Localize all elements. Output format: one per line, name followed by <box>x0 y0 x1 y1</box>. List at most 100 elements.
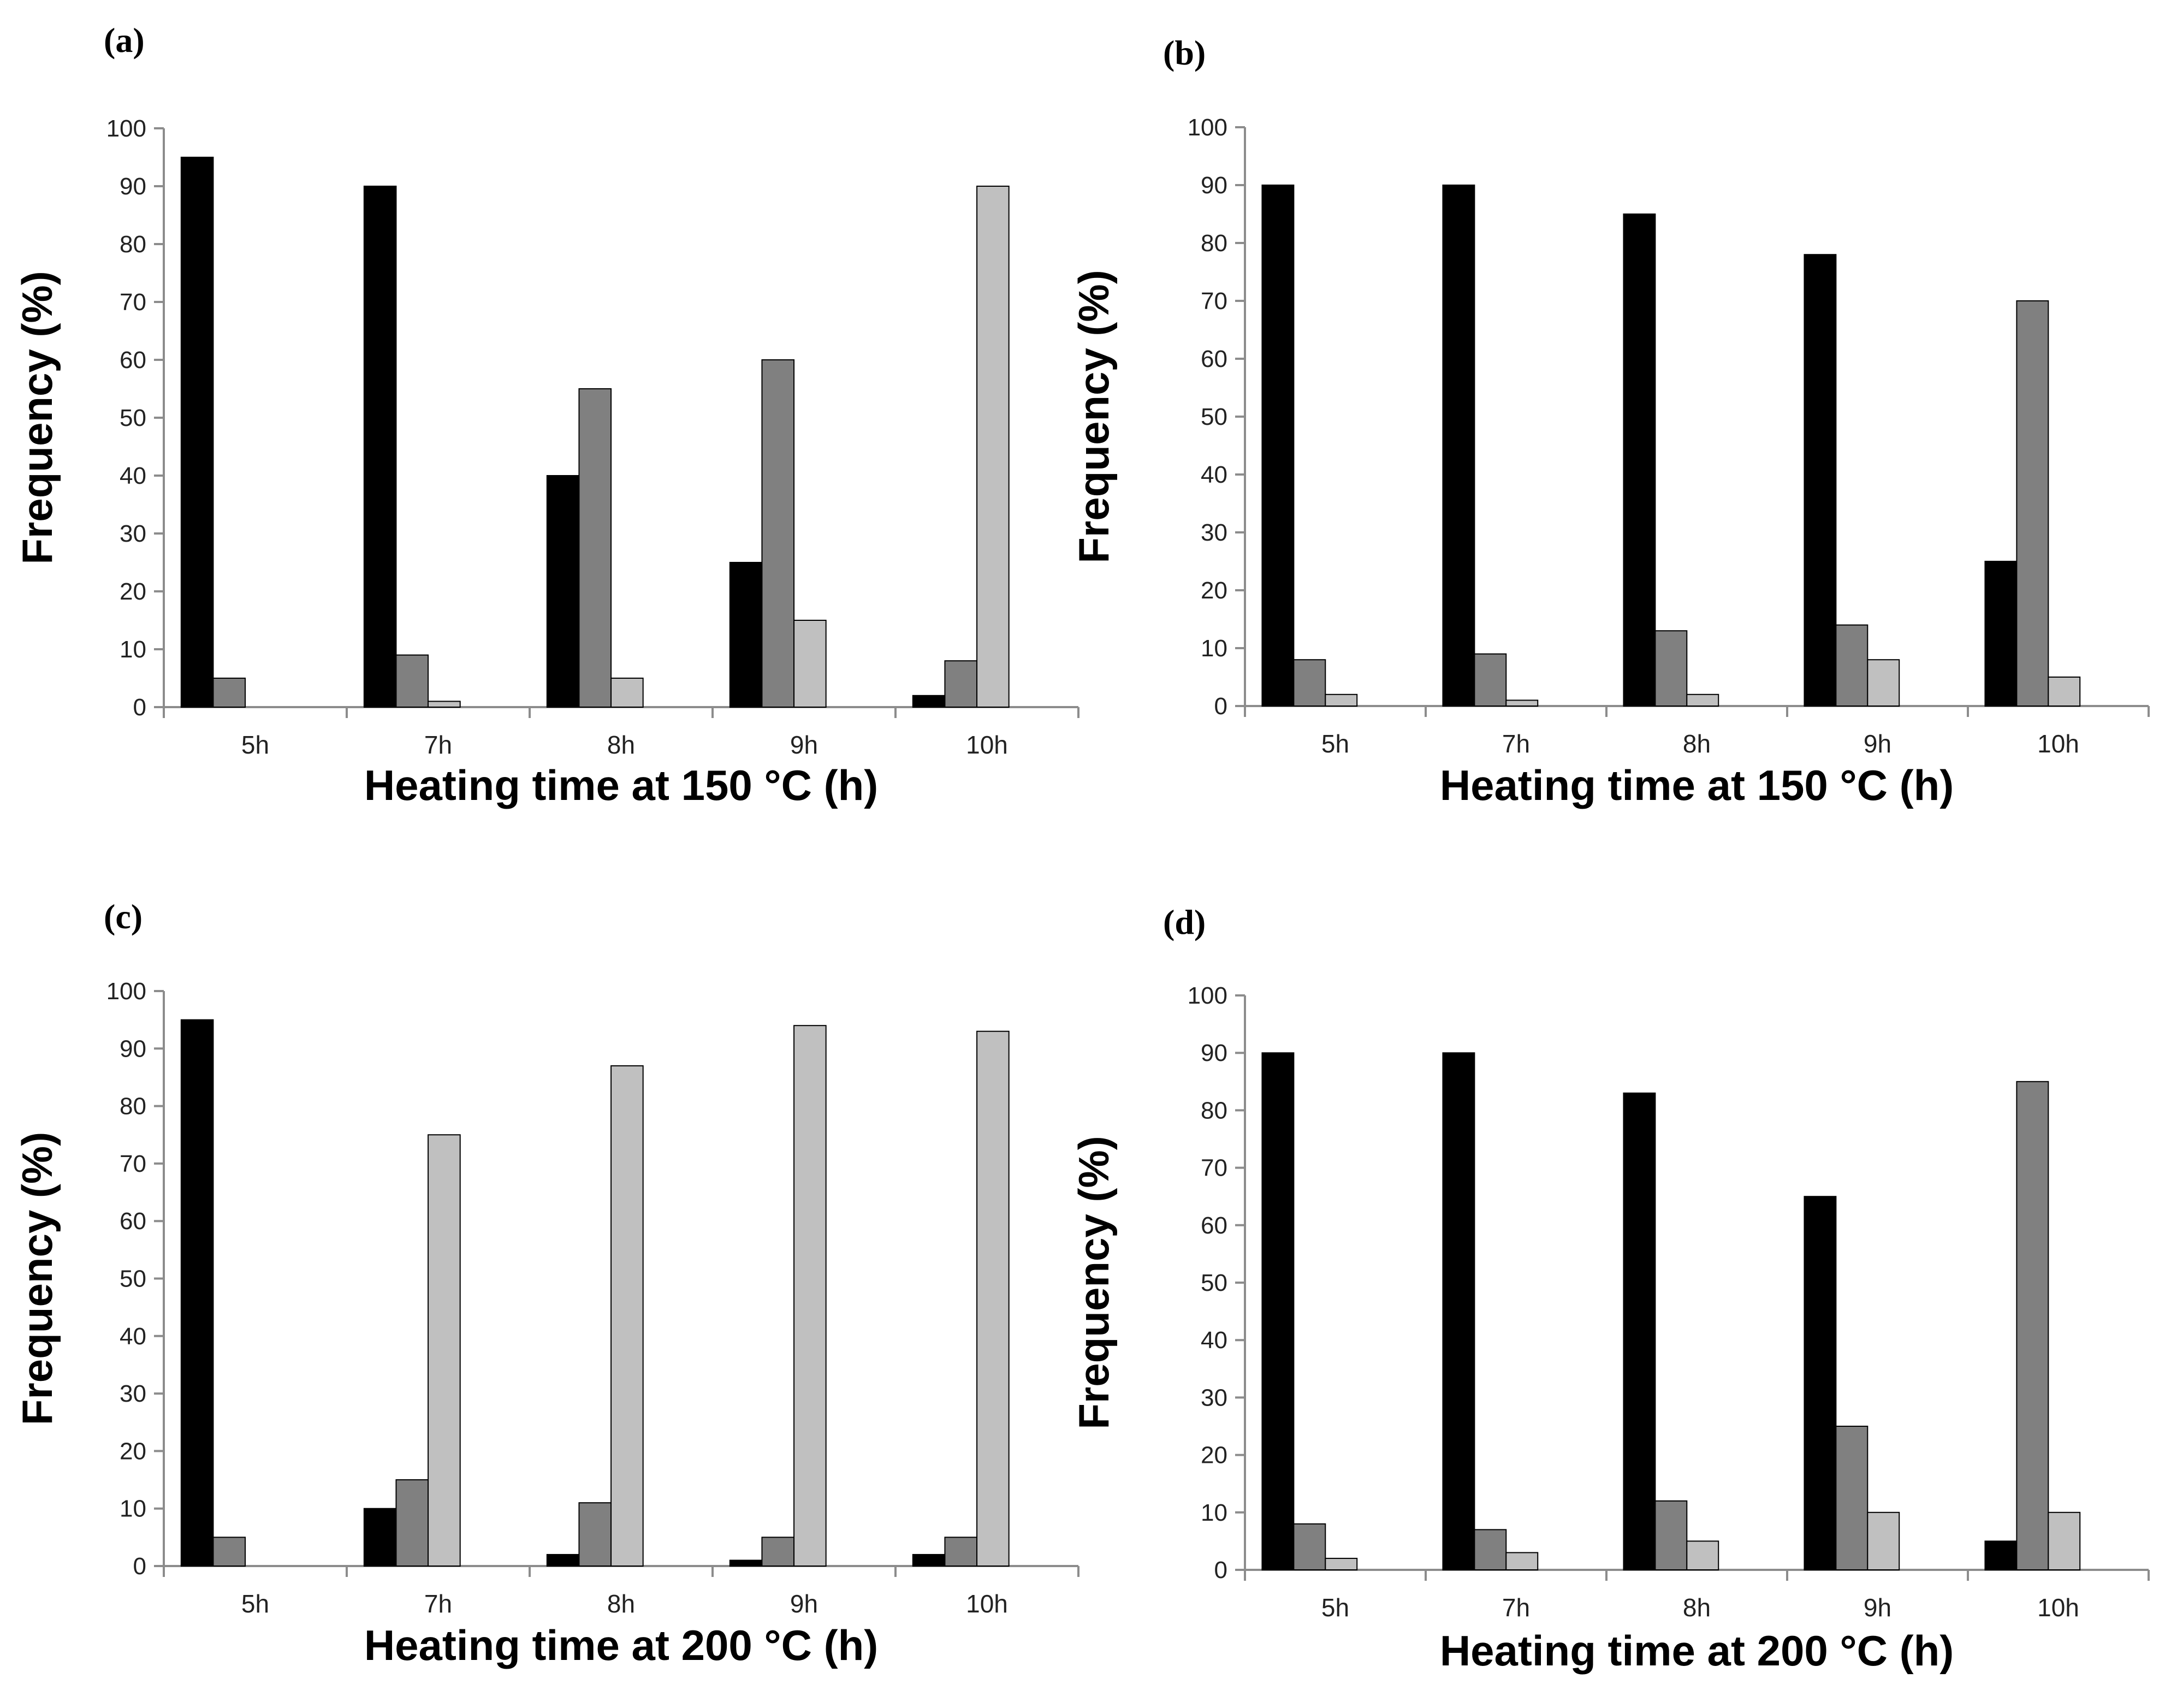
bar-7h-series-2 <box>1474 653 1507 707</box>
x-tick-label: 10h <box>2037 730 2079 758</box>
y-axis-title: Frequency (%) <box>1070 1136 1118 1429</box>
y-tick-label: 0 <box>1214 1557 1227 1584</box>
x-tick-label: 7h <box>424 1590 452 1618</box>
bar-8h-series-2 <box>578 388 612 708</box>
y-tick-label: 90 <box>1201 172 1227 199</box>
bar-9h-series-1 <box>729 1559 763 1567</box>
x-tick-label: 5h <box>1321 1593 1349 1622</box>
bar-8h-series-3 <box>1686 693 1719 707</box>
x-tick-label: 10h <box>2037 1593 2079 1622</box>
bar-5h-series-2 <box>212 1537 246 1567</box>
x-tick-label: 10h <box>966 731 1008 759</box>
y-tick-label: 20 <box>120 578 146 605</box>
bar-9h-series-1 <box>729 562 763 708</box>
bar-8h-series-1 <box>1623 214 1656 707</box>
chart-panel-b: (b) 0 10 20 30 40 50 60 70 80 90 100 5h 7h 8h 9h 10h Heat… <box>1070 33 2150 809</box>
bar-7h-series-1 <box>363 1508 397 1567</box>
bar-9h-series-2 <box>761 1537 795 1567</box>
x-axis-title: Heating time at 200 °C (h) <box>364 1621 878 1669</box>
bar-10h-series-1 <box>1984 1540 2018 1570</box>
y-tick-label: 80 <box>1201 1097 1227 1124</box>
y-tick-label: 90 <box>120 173 146 200</box>
y-tick-label: 80 <box>120 231 146 258</box>
chart-panel-d: (d) 0 10 20 30 40 50 60 70 80 90 100 5h 7h 8h 9h 10h Heat… <box>1070 903 2150 1675</box>
bar-10h-series-3 <box>2048 677 2081 707</box>
y-tick-label: 10 <box>120 1496 146 1522</box>
y-tick-label: 40 <box>1201 1327 1227 1354</box>
bar-8h-series-3 <box>610 1065 644 1567</box>
bar-8h-series-1 <box>1623 1092 1656 1570</box>
bar-10h-series-3 <box>976 1030 1010 1567</box>
y-tick-label: 60 <box>1201 1212 1227 1239</box>
bar-8h-series-3 <box>1686 1540 1719 1570</box>
y-tick-label: 60 <box>120 347 146 373</box>
x-tick-label: 8h <box>607 1590 635 1618</box>
bar-7h-series-1 <box>1442 185 1475 707</box>
bar-7h-series-3 <box>1505 1552 1539 1570</box>
y-tick-label: 100 <box>1188 982 1227 1009</box>
bar-5h-series-1 <box>1261 1052 1295 1570</box>
bar-7h-series-2 <box>395 654 429 708</box>
panel-label: (b) <box>1163 33 1206 72</box>
bar-9h-series-2 <box>1835 1426 1869 1570</box>
y-tick-label: 100 <box>106 115 146 142</box>
bar-8h-series-1 <box>546 1553 580 1567</box>
y-tick-label: 30 <box>1201 1384 1227 1411</box>
bar-5h-series-2 <box>212 678 246 708</box>
x-tick-label: 8h <box>607 731 635 759</box>
x-tick-label: 5h <box>241 1590 269 1618</box>
y-tick-label: 70 <box>1201 1155 1227 1182</box>
panel-label: (a) <box>104 21 145 60</box>
bar-5h-series-1 <box>180 1019 214 1567</box>
bar-7h-series-1 <box>363 186 397 708</box>
x-tick-label: 5h <box>1321 730 1349 758</box>
y-tick-label: 10 <box>1201 1499 1227 1526</box>
bar-10h-series-1 <box>1984 561 2018 707</box>
panel-label: (d) <box>1163 903 1206 941</box>
y-tick-label: 20 <box>120 1438 146 1464</box>
bar-10h-series-3 <box>2048 1511 2081 1571</box>
bar-9h-series-3 <box>1867 1511 1900 1571</box>
y-tick-label: 0 <box>1214 693 1227 720</box>
x-tick-label: 9h <box>1864 1593 1891 1622</box>
y-tick-label: 80 <box>1201 230 1227 257</box>
x-axis-title: Heating time at 150 °C (h) <box>364 761 878 809</box>
bar-10h-series-2 <box>944 1537 978 1567</box>
y-tick-label: 10 <box>120 636 146 663</box>
y-tick-label: 100 <box>106 978 146 1005</box>
chart-panel-a: (a) 0 10 20 30 40 50 60 70 80 90 100 5h 7h 8h 9h 10h Heat… <box>13 21 1080 809</box>
y-tick-label: 50 <box>1201 1270 1227 1296</box>
y-tick-label: 60 <box>120 1208 146 1235</box>
bar-7h-series-3 <box>428 701 461 708</box>
x-tick-label: 7h <box>1502 1593 1530 1622</box>
y-tick-label: 30 <box>120 520 146 547</box>
x-tick-label: 8h <box>1683 730 1711 758</box>
bar-9h-series-3 <box>793 620 827 708</box>
x-tick-label: 8h <box>1683 1593 1711 1622</box>
y-tick-label: 30 <box>120 1380 146 1407</box>
y-tick-label: 50 <box>120 405 146 431</box>
x-tick-label: 9h <box>790 731 818 759</box>
bar-10h-series-1 <box>912 695 946 708</box>
y-tick-label: 90 <box>1201 1040 1227 1066</box>
bar-9h-series-1 <box>1804 254 1837 707</box>
y-tick-label: 70 <box>120 289 146 316</box>
x-tick-label: 7h <box>424 731 452 759</box>
bar-7h-series-1 <box>1442 1052 1475 1570</box>
bar-7h-series-3 <box>428 1134 461 1567</box>
bar-9h-series-3 <box>793 1025 827 1567</box>
bar-7h-series-3 <box>1505 699 1539 707</box>
y-tick-label: 50 <box>1201 404 1227 430</box>
x-tick-label: 9h <box>790 1590 818 1618</box>
y-axis-title: Frequency (%) <box>13 1132 61 1425</box>
bar-5h-series-3 <box>1325 693 1358 707</box>
y-tick-label: 90 <box>120 1035 146 1062</box>
bar-9h-series-2 <box>761 359 795 708</box>
bar-10h-series-3 <box>976 186 1010 708</box>
bar-5h-series-3 <box>1325 1557 1358 1570</box>
y-axis-title: Frequency (%) <box>13 271 61 564</box>
bar-9h-series-3 <box>1867 659 1900 707</box>
y-tick-label: 10 <box>1201 635 1227 662</box>
y-tick-label: 70 <box>120 1150 146 1177</box>
x-tick-label: 7h <box>1502 730 1530 758</box>
